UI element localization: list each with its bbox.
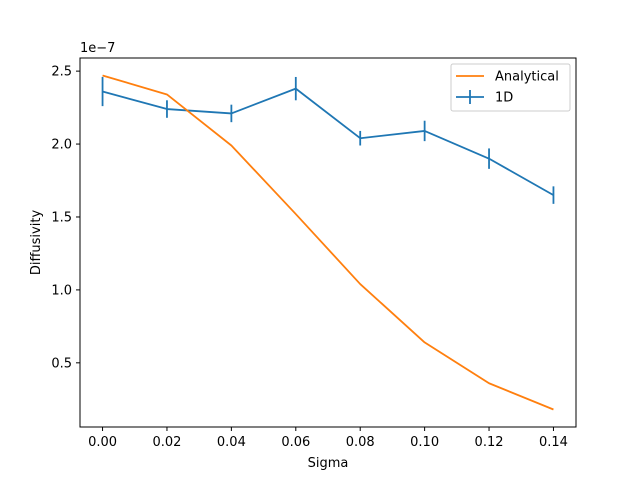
series-line-analytical bbox=[102, 74, 554, 411]
y-tick-label: 2.0 bbox=[51, 138, 72, 153]
plot-area bbox=[101, 74, 555, 411]
x-tick-label: 0.00 bbox=[88, 435, 117, 450]
y-tick-label: 1.5 bbox=[51, 210, 72, 225]
x-tick-label: 0.08 bbox=[346, 435, 375, 450]
x-tick-label: 0.02 bbox=[152, 435, 181, 450]
x-axis: 0.00 0.02 0.04 0.06 0.08 0.10 0.12 0.14 bbox=[88, 427, 568, 450]
y-tick-label: 1.0 bbox=[51, 283, 72, 298]
x-tick-label: 0.14 bbox=[539, 435, 568, 450]
legend-label-1d: 1D bbox=[495, 91, 513, 106]
legend-label-analytical: Analytical bbox=[495, 70, 559, 85]
x-tick-label: 0.12 bbox=[475, 435, 504, 450]
axes-frame bbox=[79, 57, 577, 428]
legend: Analytical 1D bbox=[450, 63, 571, 112]
y-axis-offset-label: 1e−7 bbox=[80, 41, 115, 56]
y-axis: 0.5 1.0 1.5 2.0 2.5 bbox=[51, 65, 80, 371]
series-analytical bbox=[102, 74, 554, 411]
x-axis-label: Sigma bbox=[308, 456, 349, 471]
x-tick-label: 0.06 bbox=[281, 435, 310, 450]
y-tick-label: 2.5 bbox=[51, 65, 72, 80]
x-tick-label: 0.04 bbox=[217, 435, 246, 450]
y-tick-label: 0.5 bbox=[51, 356, 72, 371]
y-axis-label: Diffusivity bbox=[29, 210, 44, 276]
x-tick-label: 0.10 bbox=[410, 435, 439, 450]
series-line-1d bbox=[102, 87, 554, 196]
series-1d bbox=[101, 76, 555, 204]
